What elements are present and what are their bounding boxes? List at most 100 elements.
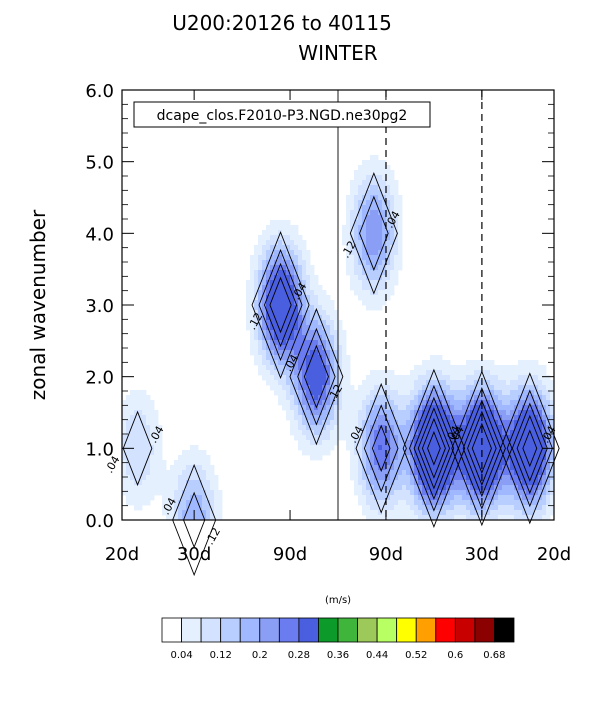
contour-cell bbox=[318, 420, 323, 426]
contour-cell bbox=[206, 460, 211, 466]
contour-cell bbox=[298, 375, 303, 381]
contour-line bbox=[467, 410, 497, 487]
contour-cell bbox=[282, 395, 287, 401]
contour-cell bbox=[306, 275, 311, 281]
contour-cell bbox=[486, 430, 491, 436]
contour-cell bbox=[374, 190, 379, 196]
contour-cell bbox=[530, 360, 535, 366]
contour-cell bbox=[306, 415, 311, 421]
contour-cell bbox=[434, 445, 439, 451]
contour-cell bbox=[382, 160, 387, 166]
contour-cell bbox=[546, 450, 551, 456]
contour-cell bbox=[418, 485, 423, 491]
contour-cell bbox=[298, 345, 303, 351]
contour-cell bbox=[250, 260, 255, 266]
contour-cell bbox=[394, 430, 399, 436]
contour-cell bbox=[258, 355, 263, 361]
contour-cell bbox=[522, 430, 527, 436]
contour-cell bbox=[298, 405, 303, 411]
contour-cell bbox=[310, 415, 315, 421]
contour-cell bbox=[366, 460, 371, 466]
contour-cell bbox=[358, 275, 363, 281]
contour-cell bbox=[526, 390, 531, 396]
contour-cell bbox=[126, 465, 131, 471]
contour-cell bbox=[422, 385, 427, 391]
contour-cell bbox=[362, 255, 367, 261]
contour-cell bbox=[550, 405, 555, 411]
contour-cell bbox=[362, 460, 367, 466]
contour-cell bbox=[390, 385, 395, 391]
contour-cell bbox=[250, 310, 255, 316]
contour-cell bbox=[390, 240, 395, 246]
contour-cell bbox=[522, 440, 527, 446]
contour-cell bbox=[298, 350, 303, 356]
contour-line bbox=[409, 384, 459, 512]
contour-cell bbox=[422, 360, 427, 366]
contour-cell bbox=[294, 235, 299, 241]
contour-cell bbox=[478, 370, 483, 376]
contour-cell bbox=[522, 470, 527, 476]
contour-cell bbox=[218, 500, 223, 506]
contour-cell bbox=[258, 265, 263, 271]
contour-cell bbox=[350, 185, 355, 191]
contour-cell bbox=[506, 365, 511, 371]
contour-cell bbox=[370, 490, 375, 496]
contour-cell bbox=[262, 375, 267, 381]
contour-cell bbox=[350, 260, 355, 266]
contour-cell bbox=[174, 515, 179, 521]
contour-cell bbox=[178, 455, 183, 461]
contour-cell bbox=[322, 335, 327, 341]
contour-cell bbox=[398, 210, 403, 216]
contour-cell bbox=[286, 260, 291, 266]
contour-cell bbox=[442, 485, 447, 491]
contour-cell bbox=[174, 470, 179, 476]
contour-cell bbox=[398, 195, 403, 201]
contour-cell bbox=[126, 460, 131, 466]
contour-cell bbox=[310, 365, 315, 371]
contour-cell bbox=[394, 480, 399, 486]
contour-cell bbox=[394, 215, 399, 221]
contour-cell bbox=[194, 470, 199, 476]
contour-cell bbox=[130, 455, 135, 461]
contour-cell bbox=[398, 505, 403, 511]
contour-cell bbox=[546, 440, 551, 446]
contour-cell bbox=[454, 410, 459, 416]
contour-cell bbox=[486, 480, 491, 486]
contour-cell bbox=[546, 415, 551, 421]
contour-cell bbox=[394, 190, 399, 196]
contour-cell bbox=[322, 355, 327, 361]
contour-cell bbox=[482, 420, 487, 426]
contour-cell bbox=[546, 490, 551, 496]
contour-cell bbox=[378, 270, 383, 276]
contour-cell bbox=[518, 400, 523, 406]
contour-cell bbox=[270, 260, 275, 266]
contour-cell bbox=[402, 400, 407, 406]
contour-cell bbox=[274, 280, 279, 286]
contour-cell bbox=[530, 405, 535, 411]
contour-cell bbox=[538, 490, 543, 496]
contour-cell bbox=[358, 445, 363, 451]
contour-cell bbox=[362, 490, 367, 496]
contour-cell bbox=[190, 445, 195, 451]
contour-cell bbox=[318, 385, 323, 391]
contour-cell bbox=[530, 445, 535, 451]
contour-cell bbox=[278, 305, 283, 311]
contour-cell bbox=[450, 440, 455, 446]
contour-cell bbox=[438, 390, 443, 396]
contour-cell bbox=[278, 265, 283, 271]
contour-cell bbox=[506, 390, 511, 396]
contour-cell bbox=[162, 470, 167, 476]
contour-cell bbox=[498, 515, 503, 521]
contour-cell bbox=[498, 405, 503, 411]
contour-cell bbox=[518, 505, 523, 511]
contour-cell bbox=[302, 375, 307, 381]
contour-cell bbox=[294, 300, 299, 306]
colorbar-swatch bbox=[239, 617, 261, 643]
contour-cell bbox=[442, 400, 447, 406]
contour-cell bbox=[386, 500, 391, 506]
contour-cell bbox=[350, 200, 355, 206]
contour-cell bbox=[414, 365, 419, 371]
contour-cell bbox=[366, 160, 371, 166]
contour-cell bbox=[182, 510, 187, 516]
contour-cell bbox=[186, 500, 191, 506]
